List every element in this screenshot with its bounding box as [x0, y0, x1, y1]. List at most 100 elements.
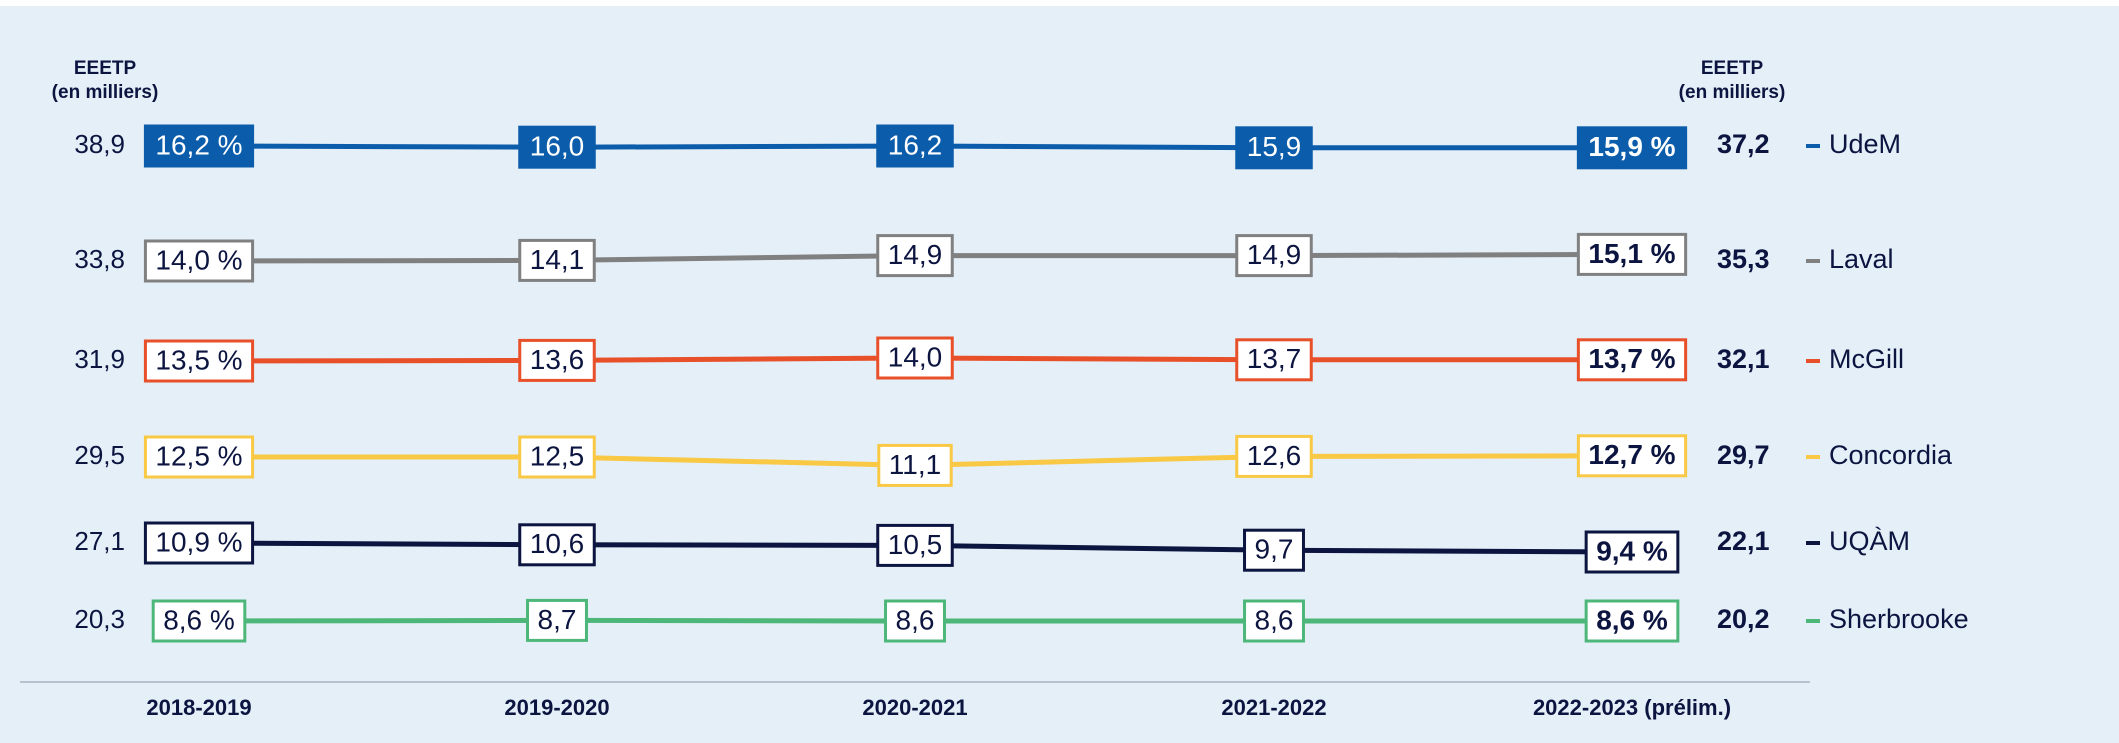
value-box: 13,5 %	[143, 339, 255, 383]
value-label: 8,7	[538, 604, 577, 635]
value-box-frame	[876, 336, 954, 380]
value-label: 15,1 %	[1588, 238, 1675, 269]
eeetp-end: 37,2	[1717, 129, 1770, 159]
value-label: 12,5 %	[155, 440, 242, 471]
value-box: 16,0	[518, 125, 596, 169]
eeetp-end: 35,3	[1717, 244, 1770, 274]
eeetp-start: 20,3	[74, 604, 125, 634]
x-tick-label: 2022-2023 (prélim.)	[1533, 695, 1731, 720]
value-box-frame	[518, 125, 596, 169]
value-box-frame	[877, 443, 953, 487]
value-label: 13,7	[1247, 343, 1302, 374]
value-box: 14,1	[518, 238, 596, 282]
value-box-frame	[526, 598, 588, 642]
value-box: 8,6 %	[1584, 599, 1680, 643]
value-box: 10,5	[876, 523, 954, 567]
value-box: 15,9 %	[1576, 126, 1688, 170]
eeetp-start: 38,9	[74, 129, 125, 159]
value-label: 16,2 %	[155, 129, 242, 160]
value-label: 15,9 %	[1588, 131, 1675, 162]
value-box: 14,9	[876, 234, 954, 278]
value-label: 16,2	[888, 129, 943, 160]
legend-label: Sherbrooke	[1829, 604, 1969, 634]
value-box-frame	[1235, 434, 1313, 478]
value-label: 9,4 %	[1596, 535, 1668, 566]
value-box: 16,2 %	[143, 124, 255, 168]
value-box-frame	[518, 338, 596, 382]
value-box-frame	[143, 124, 255, 168]
eeetp-end: 32,1	[1717, 344, 1770, 374]
value-box-frame	[1243, 599, 1305, 643]
legend-label: Concordia	[1829, 440, 1953, 470]
value-label: 14,0 %	[155, 244, 242, 275]
value-box-frame	[1235, 338, 1313, 382]
value-label: 8,6	[1255, 604, 1294, 635]
value-box-frame	[1576, 434, 1688, 478]
value-box-frame	[1235, 234, 1313, 278]
value-label: 10,9 %	[155, 526, 242, 557]
x-tick-label: 2021-2022	[1221, 695, 1326, 720]
value-box-frame	[884, 599, 946, 643]
value-box: 16,2	[876, 124, 954, 168]
x-tick-label: 2020-2021	[862, 695, 967, 720]
value-label: 13,6	[530, 344, 585, 375]
value-box-frame	[151, 599, 247, 643]
value-box-frame	[143, 339, 255, 383]
value-box: 14,0	[876, 336, 954, 380]
eeetp-start: 29,5	[74, 440, 125, 470]
value-box: 8,6 %	[151, 599, 247, 643]
value-box: 13,7 %	[1576, 338, 1688, 382]
value-box: 9,4 %	[1584, 530, 1680, 574]
value-box-frame	[143, 239, 255, 283]
value-label: 14,9	[888, 239, 943, 270]
value-label: 14,1	[530, 244, 585, 275]
value-box: 15,9	[1235, 126, 1313, 170]
value-box-frame	[1576, 338, 1688, 382]
value-label: 15,9	[1247, 131, 1302, 162]
legend-label: UdeM	[1829, 129, 1901, 159]
eeetp-unit: (en milliers)	[1679, 82, 1786, 103]
value-box-frame	[518, 238, 596, 282]
background	[0, 6, 2119, 743]
value-box-frame	[876, 124, 954, 168]
value-label: 11,1	[889, 449, 941, 480]
value-box: 15,1 %	[1576, 232, 1688, 276]
eeetp-title: EEETP	[1701, 58, 1764, 79]
value-box-frame	[143, 521, 255, 565]
eeetp-unit: (en milliers)	[52, 82, 159, 103]
value-label: 10,6	[530, 528, 585, 559]
value-box: 8,6	[884, 599, 946, 643]
value-box-frame	[143, 435, 255, 479]
legend-label: UQÀM	[1829, 526, 1910, 556]
value-box: 8,7	[526, 598, 588, 642]
value-box-frame	[1576, 232, 1688, 276]
value-label: 12,7 %	[1588, 439, 1675, 470]
value-box: 12,5 %	[143, 435, 255, 479]
value-box: 10,9 %	[143, 521, 255, 565]
value-label: 8,6 %	[163, 604, 235, 635]
eeetp-start: 27,1	[74, 526, 125, 556]
value-box-frame	[518, 435, 596, 479]
eeetp-title: EEETP	[74, 58, 137, 79]
value-label: 9,7	[1255, 534, 1294, 565]
legend-label: Laval	[1829, 244, 1894, 274]
value-label: 8,6 %	[1596, 604, 1668, 635]
value-box: 11,1	[877, 443, 953, 487]
value-label: 13,7 %	[1588, 343, 1675, 374]
value-box: 13,6	[518, 338, 596, 382]
eeetp-start: 33,8	[74, 244, 125, 274]
value-box: 13,7	[1235, 338, 1313, 382]
legend-label: McGill	[1829, 344, 1904, 374]
value-label: 12,6	[1247, 440, 1302, 471]
value-label: 12,5	[530, 440, 585, 471]
value-label: 14,0	[888, 341, 943, 372]
value-box: 9,7	[1243, 528, 1305, 572]
value-box: 8,6	[1243, 599, 1305, 643]
value-box: 14,9	[1235, 234, 1313, 278]
value-box: 12,5	[518, 435, 596, 479]
value-label: 10,5	[888, 529, 943, 560]
value-box: 14,0 %	[143, 239, 255, 283]
eeetp-end: 22,1	[1717, 526, 1770, 556]
eeetp-end: 29,7	[1717, 440, 1770, 470]
